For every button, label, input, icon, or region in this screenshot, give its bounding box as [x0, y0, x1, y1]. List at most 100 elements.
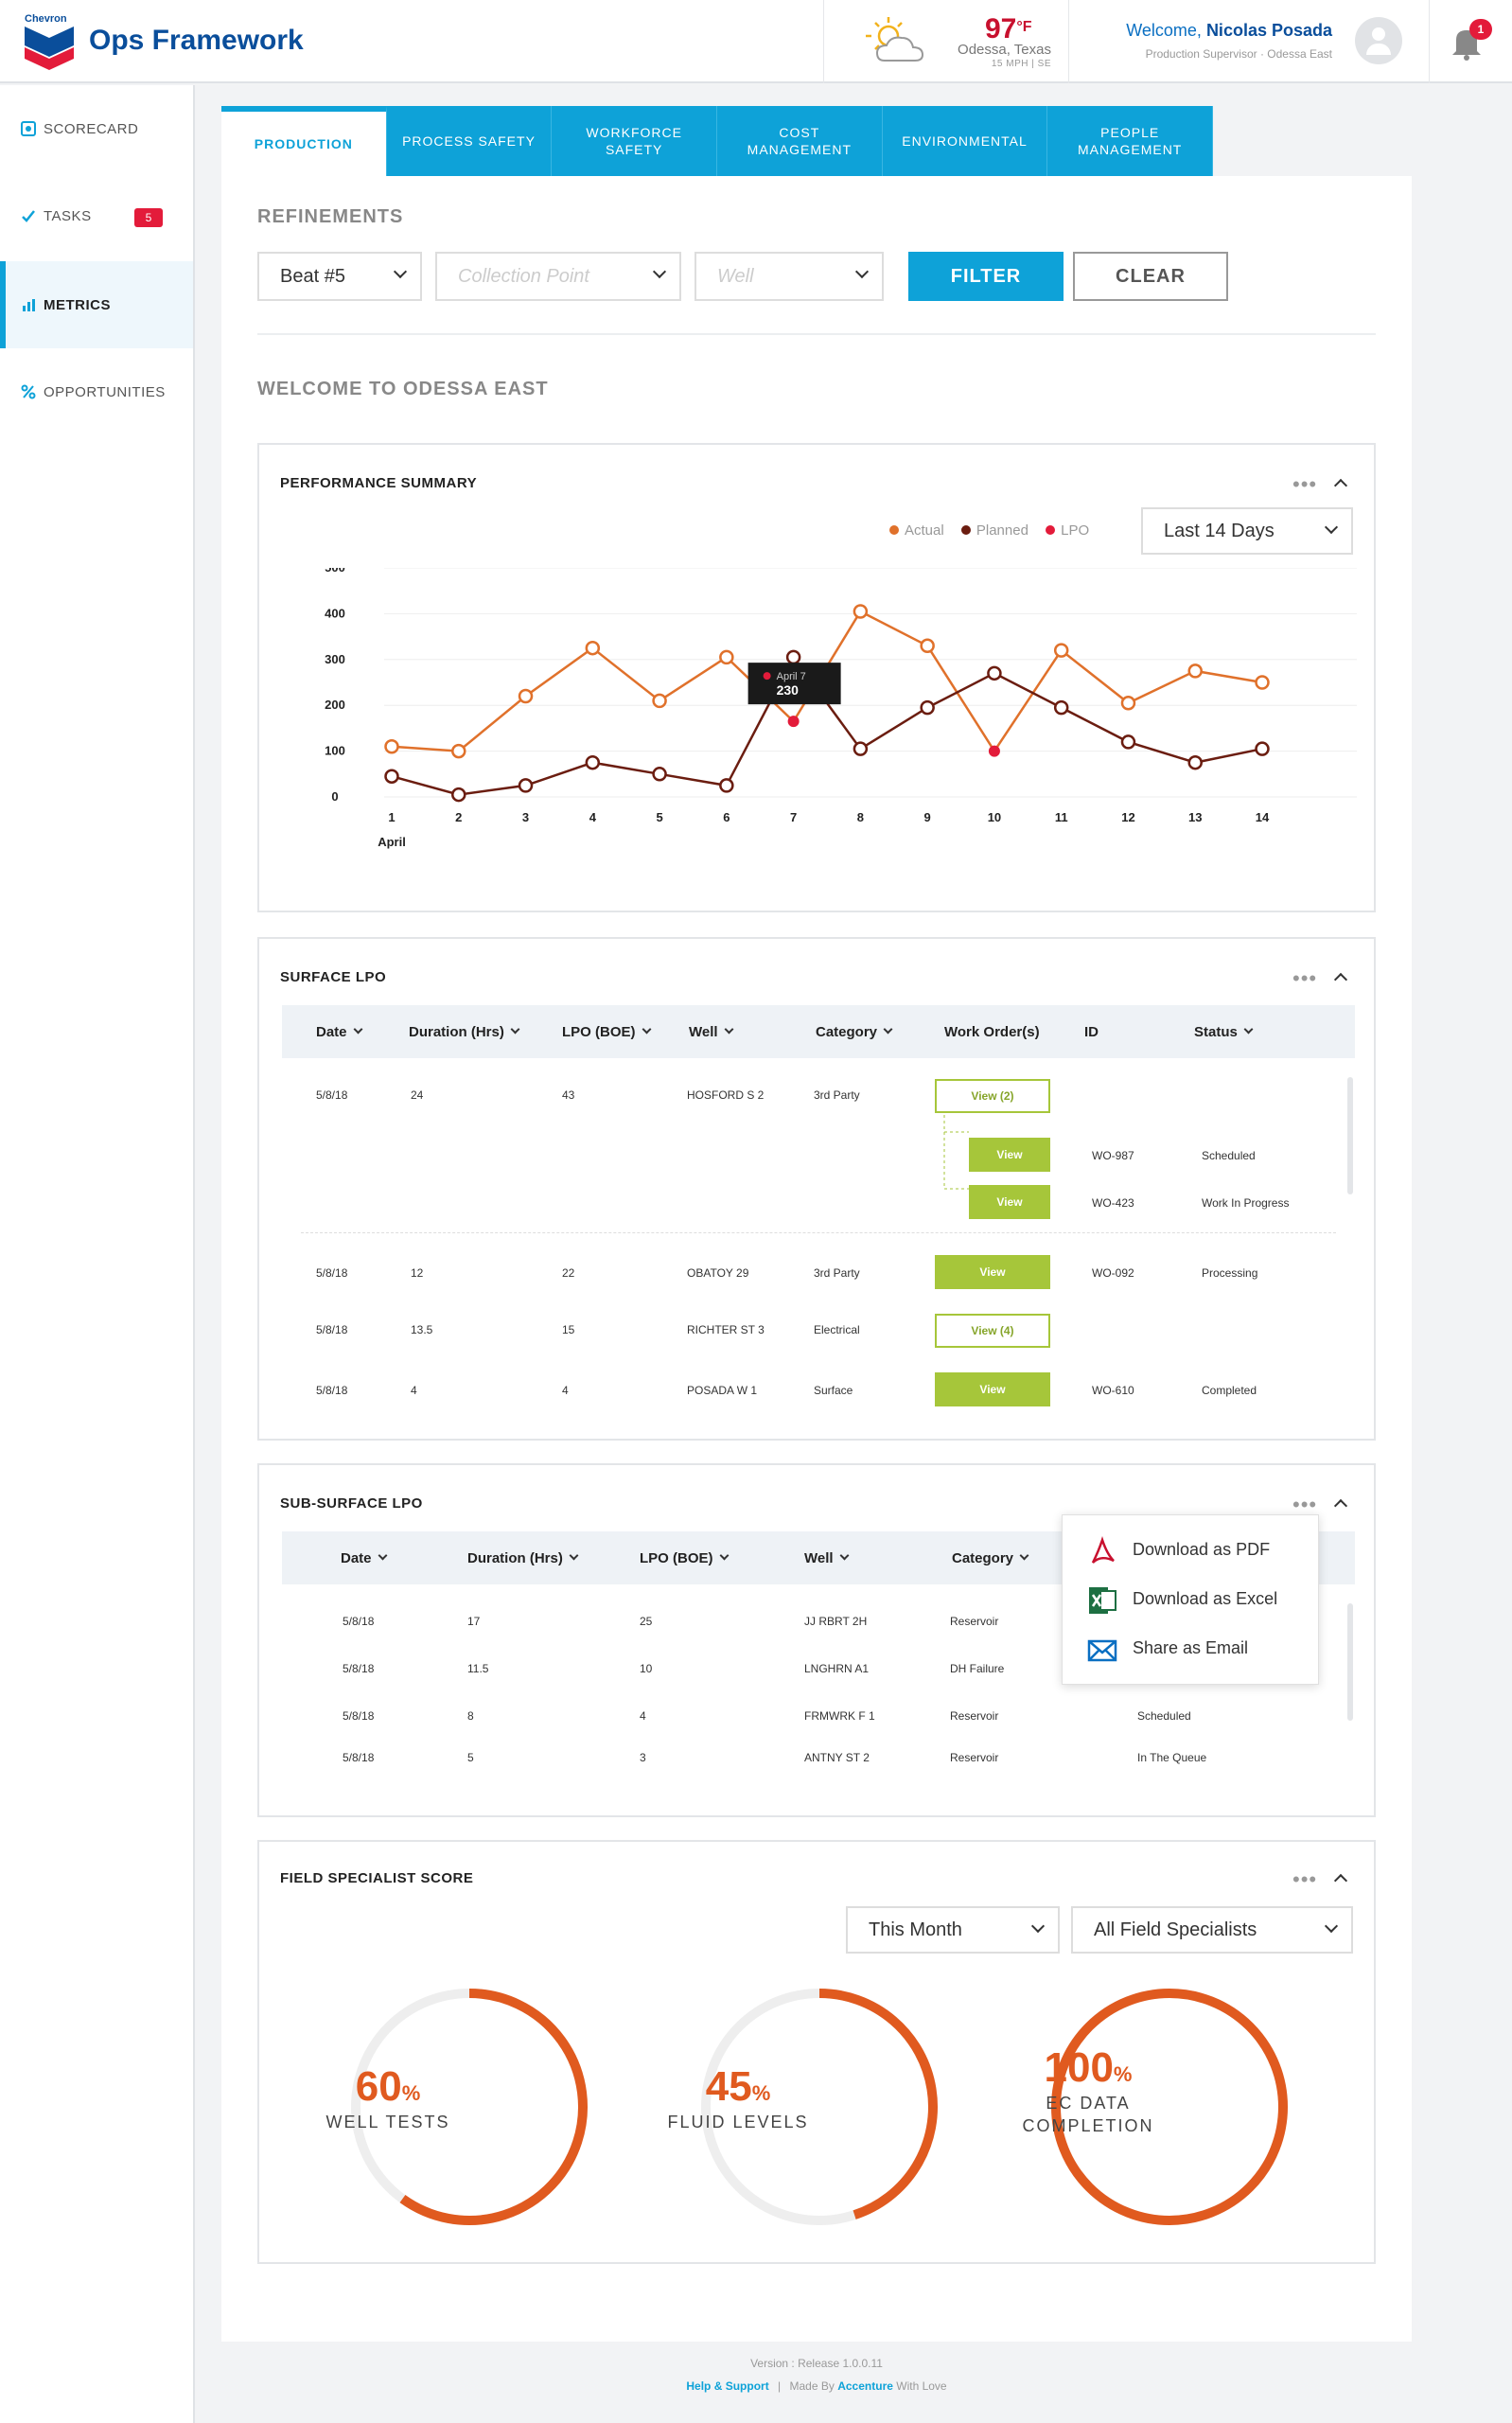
avatar[interactable]	[1355, 17, 1402, 64]
view-work-orders-button[interactable]: View (4)	[935, 1314, 1050, 1348]
cell-category: 3rd Party	[814, 1266, 860, 1280]
weather-widget: 97°F Odessa, Texas 15 MPH | SE	[823, 0, 1069, 83]
chevron-up-icon[interactable]	[1333, 1873, 1348, 1888]
cell-well: ANTNY ST 2	[804, 1751, 870, 1764]
legend-planned: Planned	[960, 522, 1029, 539]
cell-duration: 4	[411, 1384, 417, 1397]
more-options-icon[interactable]	[1292, 481, 1319, 488]
chevron-logo-icon[interactable]	[23, 13, 76, 70]
chevron-up-icon[interactable]	[1333, 478, 1348, 493]
cell-category: Electrical	[814, 1323, 860, 1336]
cell-well: HOSFORD S 2	[687, 1088, 765, 1102]
column-date[interactable]: Date	[316, 1024, 362, 1040]
chevron-down-icon	[883, 1024, 893, 1035]
notifications[interactable]: 1	[1429, 0, 1512, 83]
data-point-planned	[585, 754, 601, 770]
weather-wind: 15 MPH | SE	[991, 59, 1051, 69]
x-tick-label: 6	[723, 810, 730, 824]
menu-item-download-excel[interactable]: Download as Excel	[1063, 1574, 1320, 1623]
gauge-arc	[1051, 1989, 1288, 2225]
x-axis-label: April	[378, 835, 406, 849]
scrollbar[interactable]	[1347, 1077, 1353, 1194]
collection-point-select[interactable]: Collection Point	[435, 252, 681, 301]
data-point-actual	[1255, 675, 1270, 690]
view-work-orders-button[interactable]: View (2)	[935, 1079, 1050, 1113]
legend-lpo: LPO	[1046, 522, 1089, 539]
scrollbar[interactable]	[1347, 1603, 1353, 1721]
tab-workforce-safety[interactable]: WORKFORCE SAFETY	[552, 106, 718, 176]
tab-process-safety[interactable]: PROCESS SAFETY	[387, 106, 553, 176]
gauge-label: EC DATA	[1046, 2094, 1131, 2113]
cell-status: Completed	[1202, 1384, 1257, 1397]
cell-category: DH Failure	[950, 1662, 1005, 1675]
tab-people-management[interactable]: PEOPLE MANAGEMENT	[1047, 106, 1214, 176]
cell-well: OBATOY 29	[687, 1266, 749, 1280]
column-date[interactable]: Date	[341, 1550, 387, 1566]
tab-cost-management[interactable]: COST MANAGEMENT	[717, 106, 883, 176]
column-duration[interactable]: Duration (Hrs)	[409, 1024, 520, 1040]
view-button[interactable]: View	[969, 1185, 1050, 1219]
x-tick-label: 7	[790, 810, 797, 824]
data-point-actual	[853, 604, 869, 619]
notification-badge: 1	[1469, 19, 1492, 40]
tab-environmental[interactable]: ENVIRONMENTAL	[883, 106, 1048, 176]
chevron-up-icon[interactable]	[1333, 1498, 1348, 1513]
beat-select[interactable]: Beat #5	[257, 252, 422, 301]
more-options-icon[interactable]	[1292, 975, 1319, 982]
column-lpo[interactable]: LPO (BOE)	[562, 1024, 651, 1040]
data-point-planned	[384, 769, 399, 784]
cell-date: 5/8/18	[316, 1088, 348, 1102]
menu-item-share-email[interactable]: Share as Email	[1063, 1623, 1320, 1672]
app-title[interactable]: Ops Framework	[89, 25, 304, 56]
column-well[interactable]: Well	[804, 1550, 850, 1566]
chevron-down-icon	[839, 1550, 850, 1561]
clear-button[interactable]: CLEAR	[1073, 252, 1228, 301]
column-category[interactable]: Category	[816, 1024, 893, 1040]
tab-production[interactable]: PRODUCTION	[221, 106, 387, 176]
x-tick-label: 14	[1256, 810, 1270, 824]
menu-item-download-pdf[interactable]: Download as PDF	[1063, 1525, 1320, 1574]
surface-lpo-panel: SURFACE LPO Date Duration (Hrs) LPO (BOE…	[257, 937, 1376, 1441]
column-id: ID	[1084, 1024, 1099, 1040]
well-placeholder: Well	[717, 266, 754, 287]
sidebar-item-tasks[interactable]: TASKS	[0, 172, 193, 259]
cell-status: Work In Progress	[1202, 1196, 1290, 1210]
column-well[interactable]: Well	[689, 1024, 734, 1040]
chart-legend: Actual Planned LPO	[889, 522, 1089, 539]
sidebar-item-opportunities[interactable]: OPPORTUNITIES	[0, 348, 193, 435]
more-options-icon[interactable]	[1292, 1501, 1319, 1509]
welcome-title: WELCOME TO ODESSA EAST	[257, 379, 549, 399]
accenture-link[interactable]: Accenture	[837, 2379, 893, 2393]
chevron-down-icon	[719, 1550, 729, 1561]
period-select[interactable]: This Month	[846, 1906, 1060, 1954]
well-select[interactable]: Well	[694, 252, 884, 301]
specialist-select[interactable]: All Field Specialists	[1071, 1906, 1353, 1954]
beat-select-value: Beat #5	[280, 266, 345, 287]
more-options-icon[interactable]	[1292, 1876, 1319, 1884]
chevron-down-icon	[1030, 1919, 1046, 1934]
data-point-planned	[719, 778, 734, 793]
app-header: Chevron Ops Framework 97°F Odessa, Texas…	[0, 0, 1512, 83]
sidebar-item-metrics[interactable]: METRICS	[0, 261, 193, 348]
view-button[interactable]: View	[969, 1138, 1050, 1172]
cell-date: 5/8/18	[343, 1615, 375, 1628]
column-status[interactable]: Status	[1194, 1024, 1254, 1040]
excel-icon	[1089, 1587, 1116, 1614]
cell-date: 5/8/18	[316, 1323, 348, 1336]
date-range-select[interactable]: Last 14 Days	[1141, 507, 1353, 555]
sidebar-item-scorecard[interactable]: SCORECARD	[0, 85, 193, 172]
chevron-down-icon	[724, 1024, 734, 1035]
column-category[interactable]: Category	[952, 1550, 1029, 1566]
view-button[interactable]: View	[935, 1372, 1050, 1406]
column-duration[interactable]: Duration (Hrs)	[467, 1550, 579, 1566]
help-support-link[interactable]: Help & Support	[686, 2379, 769, 2393]
cell-well: FRMWRK F 1	[804, 1709, 875, 1723]
gauge-label-2: COMPLETION	[1022, 2116, 1154, 2135]
footer-separator: |	[778, 2379, 782, 2393]
surface-lpo-title: SURFACE LPO	[280, 969, 387, 985]
column-lpo[interactable]: LPO (BOE)	[640, 1550, 729, 1566]
filter-button[interactable]: FILTER	[908, 252, 1064, 301]
view-button[interactable]: View	[935, 1255, 1050, 1289]
cell-date: 5/8/18	[343, 1662, 375, 1675]
chevron-up-icon[interactable]	[1333, 972, 1348, 987]
